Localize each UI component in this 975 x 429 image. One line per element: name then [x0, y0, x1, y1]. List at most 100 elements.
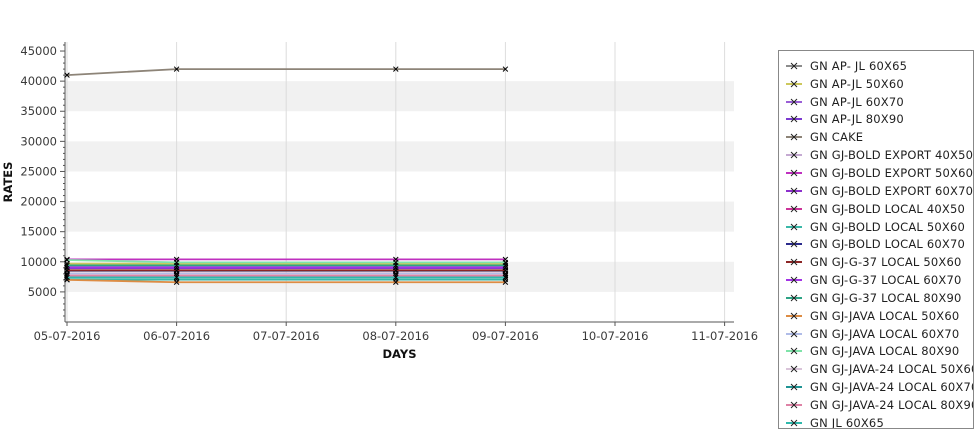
legend-item: GN AP-JL 80X90	[785, 111, 973, 129]
legend-item: GN GJ-G-37 LOCAL 80X90	[785, 289, 973, 307]
background-band	[65, 201, 734, 232]
background-band	[65, 141, 734, 172]
legend-item: GN GJ-BOLD LOCAL 40X50	[785, 200, 973, 218]
y-axis-title: RATES	[1, 162, 15, 203]
series-line	[66, 68, 506, 77]
data-point-marker	[502, 274, 509, 281]
data-point-marker	[64, 272, 70, 279]
legend-series-marker-icon	[786, 62, 802, 70]
y-tick-label: 35000	[20, 104, 57, 118]
data-point-marker	[64, 262, 70, 269]
legend-item: GN GJ-JAVA LOCAL 50X60	[785, 307, 973, 325]
legend-item: GN JL 60X65	[785, 414, 973, 429]
legend-item-label: GN GJ-BOLD EXPORT 60X70	[810, 183, 974, 198]
legend-series-marker-icon	[786, 205, 802, 213]
legend-series-marker-icon	[786, 169, 802, 177]
legend-item-label: GN GJ-G-37 LOCAL 50X60	[810, 255, 962, 270]
x-tick-label: 11-07-2016	[691, 329, 758, 343]
data-point-marker	[173, 259, 180, 266]
legend-item: GN GJ-JAVA-24 LOCAL 50X60	[785, 360, 973, 378]
x-tick-label: 05-07-2016	[34, 329, 101, 343]
legend-series-marker-icon	[786, 80, 802, 88]
series-line	[66, 259, 506, 264]
legend-series-marker-icon	[786, 312, 802, 320]
data-point-marker	[502, 259, 509, 266]
legend-series-marker-icon	[786, 419, 802, 427]
legend-item: GN GJ-JAVA-24 LOCAL 60X70	[785, 378, 973, 396]
legend-item-label: GN AP-JL 80X90	[810, 112, 904, 127]
legend-series-marker-icon	[786, 258, 802, 266]
x-tick-label: 06-07-2016	[143, 329, 210, 343]
legend-item: GN GJ-JAVA-24 LOCAL 80X90	[785, 396, 973, 414]
x-tick-label: 10-07-2016	[582, 329, 649, 343]
chart-legend: GN AP- JL 60X65 GN AP-JL 50X60 GN AP-JL 60…	[778, 50, 974, 429]
x-tick-label: 07-07-2016	[253, 329, 320, 343]
legend-item: GN GJ-BOLD EXPORT 50X60	[785, 164, 973, 182]
legend-item-label: GN GJ-BOLD LOCAL 60X70	[810, 237, 966, 252]
legend-series-marker-icon	[786, 151, 802, 159]
legend-series-marker-icon	[786, 276, 802, 284]
y-tick-label: 40000	[20, 74, 57, 88]
data-point-marker	[393, 66, 399, 72]
x-tick-label: 08-07-2016	[362, 329, 429, 343]
y-tick-label: 20000	[20, 195, 57, 209]
legend-series-marker-icon	[786, 187, 802, 195]
legend-series-marker-icon	[786, 294, 802, 302]
legend-item-label: GN GJ-JAVA-24 LOCAL 80X90	[810, 397, 974, 412]
legend-item: GN GJ-BOLD LOCAL 50X60	[785, 218, 973, 236]
legend-item: GN AP- JL 60X65	[785, 57, 973, 75]
legend-item-label: GN GJ-JAVA LOCAL 80X90	[810, 344, 960, 359]
legend-item: GN GJ-BOLD LOCAL 60X70	[785, 235, 973, 253]
data-point-marker	[393, 279, 399, 286]
legend-item-label: GN AP- JL 60X65	[810, 58, 908, 73]
legend-item: GN CAKE	[785, 128, 973, 146]
y-tick-label: 10000	[20, 255, 57, 269]
data-point-marker	[64, 257, 70, 263]
legend-item-label: GN GJ-G-37 LOCAL 60X70	[810, 273, 962, 288]
data-point-marker	[502, 66, 509, 72]
y-tick-label: 15000	[20, 225, 57, 239]
legend-item-label: GN GJ-JAVA-24 LOCAL 60X70	[810, 380, 974, 395]
legend-item: GN GJ-JAVA LOCAL 60X70	[785, 325, 973, 343]
legend-item: GN GJ-G-37 LOCAL 50X60	[785, 253, 973, 271]
legend-series-marker-icon	[786, 223, 802, 230]
legend-series-marker-icon	[786, 133, 802, 141]
legend-item-label: GN JL 60X65	[810, 415, 884, 429]
series-line	[66, 278, 506, 284]
legend-item-label: GN GJ-JAVA-24 LOCAL 50X60	[810, 362, 974, 377]
legend-series-marker-icon	[786, 98, 802, 105]
legend-item: GN GJ-G-37 LOCAL 60X70	[785, 271, 973, 289]
legend-item-label: GN GJ-JAVA LOCAL 50X60	[810, 308, 960, 323]
legend-item-label: GN GJ-G-37 LOCAL 80X90	[810, 290, 962, 305]
legend-item-label: GN CAKE	[810, 130, 864, 145]
x-axis-title: DAYS	[383, 347, 417, 361]
data-point-marker	[64, 72, 70, 78]
data-point-marker	[64, 274, 70, 281]
legend-series-marker-icon	[786, 383, 802, 391]
data-point-marker	[393, 259, 399, 266]
legend-series-marker-icon	[786, 348, 802, 355]
data-point-marker	[173, 66, 180, 72]
legend-item-label: GN GJ-BOLD LOCAL 40X50	[810, 201, 966, 216]
legend-series-marker-icon	[786, 241, 802, 248]
legend-item-label: GN GJ-JAVA LOCAL 60X70	[810, 326, 960, 341]
y-tick-label: 45000	[20, 44, 57, 58]
legend-item: GN GJ-BOLD EXPORT 60X70	[785, 182, 973, 200]
legend-item-label: GN GJ-BOLD EXPORT 40X50	[810, 148, 974, 163]
data-point-marker	[173, 274, 180, 281]
background-band	[65, 81, 734, 112]
y-tick-label: 5000	[28, 285, 57, 299]
legend-series-marker-icon	[786, 116, 802, 123]
data-point-marker	[393, 274, 399, 281]
data-point-marker	[502, 264, 509, 271]
legend-series-marker-icon	[786, 365, 802, 373]
legend-item: GN AP-JL 50X60	[785, 75, 973, 93]
x-tick-label: 09-07-2016	[472, 329, 539, 343]
data-point-marker	[502, 279, 509, 286]
y-tick-label: 25000	[20, 164, 57, 178]
data-point-marker	[173, 279, 180, 286]
legend-item-label: GN GJ-BOLD LOCAL 50X60	[810, 219, 966, 234]
y-tick-label: 30000	[20, 134, 57, 148]
